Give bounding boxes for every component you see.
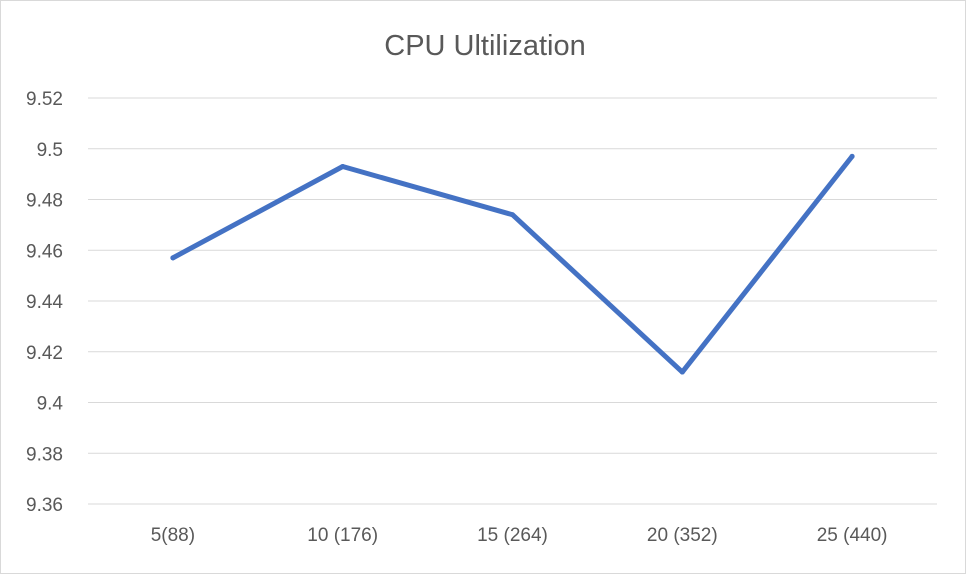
y-tick-label: 9.42: [26, 343, 63, 364]
gridlines: [88, 97, 937, 505]
x-tick-label: 10 (176): [307, 525, 378, 546]
y-tick-label: 9.4: [37, 394, 64, 415]
y-tick-label: 9.52: [26, 89, 63, 110]
x-tick-label: 15 (264): [477, 525, 548, 546]
chart-title: CPU Ultilization: [384, 30, 585, 62]
data-point: [340, 164, 346, 170]
y-tick-label: 9.46: [26, 241, 63, 262]
data-point: [849, 153, 855, 159]
y-tick-label: 9.5: [37, 140, 63, 161]
y-tick-label: 9.36: [26, 495, 63, 516]
series-line: [170, 153, 855, 375]
y-tick-label: 9.38: [26, 444, 63, 465]
y-tick-label: 9.48: [26, 191, 63, 212]
data-point: [170, 255, 176, 261]
y-tick-label: 9.44: [26, 292, 63, 313]
data-point: [510, 212, 515, 218]
x-tick-label: 20 (352): [647, 525, 718, 546]
x-axis-tick-labels: 5(88) 10 (176) 15 (264) 20 (352) 25 (440): [151, 525, 888, 546]
y-axis-tick-labels: 9.36 9.38 9.4 9.42 9.44 9.46 9.48 9.5 9.52: [26, 89, 63, 516]
x-tick-label: 25 (440): [817, 525, 888, 546]
data-point: [679, 369, 685, 375]
series-layer: [170, 153, 855, 375]
x-tick-label: 5(88): [151, 525, 195, 546]
